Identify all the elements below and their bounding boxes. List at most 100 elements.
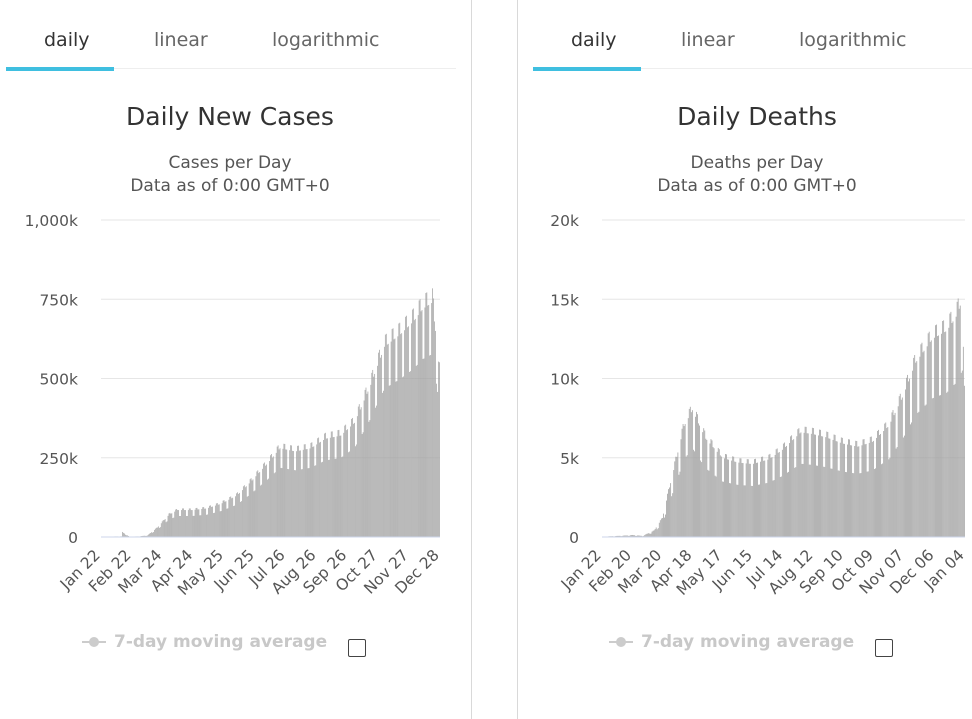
data-bar[interactable] bbox=[704, 430, 706, 537]
data-bar[interactable] bbox=[948, 327, 950, 537]
data-bar[interactable] bbox=[789, 443, 790, 537]
data-bar[interactable] bbox=[364, 389, 366, 537]
data-bar[interactable] bbox=[233, 506, 235, 537]
data-bar[interactable] bbox=[738, 462, 740, 537]
data-bar[interactable] bbox=[225, 501, 227, 537]
data-bar[interactable] bbox=[223, 500, 225, 537]
data-bar[interactable] bbox=[287, 469, 289, 537]
data-bar[interactable] bbox=[757, 462, 758, 537]
data-bar[interactable] bbox=[731, 460, 733, 537]
data-bar[interactable] bbox=[761, 456, 763, 537]
data-bar[interactable] bbox=[340, 435, 342, 537]
data-bar[interactable] bbox=[942, 320, 944, 537]
data-bar[interactable] bbox=[374, 373, 376, 537]
data-bar[interactable] bbox=[696, 411, 697, 537]
data-bar[interactable] bbox=[618, 535, 620, 537]
data-bar[interactable] bbox=[262, 468, 264, 537]
data-bar[interactable] bbox=[725, 454, 726, 537]
data-bar[interactable] bbox=[338, 429, 340, 537]
data-bar[interactable] bbox=[740, 458, 742, 537]
data-bar[interactable] bbox=[294, 470, 295, 537]
tab-linear[interactable]: linear bbox=[154, 29, 208, 51]
data-bar[interactable] bbox=[409, 371, 410, 537]
data-bar[interactable] bbox=[735, 461, 737, 537]
data-bar[interactable] bbox=[232, 497, 234, 537]
data-bar[interactable] bbox=[837, 470, 839, 537]
data-bar[interactable] bbox=[700, 460, 702, 537]
data-bar[interactable] bbox=[360, 407, 362, 537]
data-bar[interactable] bbox=[716, 451, 718, 537]
data-bar[interactable] bbox=[251, 480, 253, 537]
data-bar[interactable] bbox=[288, 469, 290, 537]
data-bar[interactable] bbox=[299, 450, 301, 537]
data-bar[interactable] bbox=[699, 425, 700, 537]
data-bar[interactable] bbox=[156, 527, 157, 537]
data-bar[interactable] bbox=[254, 490, 256, 537]
data-bar[interactable] bbox=[392, 328, 394, 537]
data-bar[interactable] bbox=[828, 438, 830, 537]
data-bar[interactable] bbox=[358, 404, 360, 537]
data-bar[interactable] bbox=[804, 426, 806, 537]
data-bar[interactable] bbox=[677, 452, 679, 537]
data-bar[interactable] bbox=[191, 510, 193, 537]
data-bar[interactable] bbox=[697, 414, 698, 537]
data-bar[interactable] bbox=[210, 505, 211, 537]
data-bar[interactable] bbox=[683, 426, 685, 537]
data-bar[interactable] bbox=[656, 529, 658, 537]
data-bar[interactable] bbox=[222, 500, 224, 537]
data-bar[interactable] bbox=[750, 485, 752, 537]
data-bar[interactable] bbox=[197, 509, 199, 537]
data-bar[interactable] bbox=[766, 483, 768, 537]
data-bar[interactable] bbox=[291, 445, 292, 537]
data-bar[interactable] bbox=[169, 512, 171, 537]
data-bar[interactable] bbox=[333, 436, 335, 537]
data-bar[interactable] bbox=[844, 443, 845, 537]
data-bar[interactable] bbox=[882, 463, 884, 538]
data-bar[interactable] bbox=[807, 433, 809, 537]
data-bar[interactable] bbox=[301, 469, 303, 537]
data-bar[interactable] bbox=[379, 349, 380, 537]
data-bar[interactable] bbox=[151, 532, 152, 537]
data-bar[interactable] bbox=[419, 299, 421, 537]
data-bar[interactable] bbox=[723, 481, 724, 537]
data-bar[interactable] bbox=[908, 381, 909, 537]
data-bar[interactable] bbox=[893, 415, 895, 537]
data-bar[interactable] bbox=[352, 417, 353, 537]
data-bar[interactable] bbox=[835, 441, 837, 537]
data-bar[interactable] bbox=[778, 452, 780, 537]
data-bar[interactable] bbox=[229, 496, 231, 537]
data-bar[interactable] bbox=[617, 535, 619, 537]
data-bar[interactable] bbox=[924, 405, 926, 537]
data-bar[interactable] bbox=[368, 421, 370, 537]
data-bar[interactable] bbox=[339, 435, 341, 537]
data-bar[interactable] bbox=[282, 448, 284, 537]
data-bar[interactable] bbox=[915, 362, 917, 537]
data-bar[interactable] bbox=[795, 467, 797, 537]
data-bar[interactable] bbox=[406, 315, 407, 537]
data-bar[interactable] bbox=[185, 515, 187, 537]
data-bar[interactable] bbox=[961, 370, 963, 537]
data-bar[interactable] bbox=[286, 449, 288, 537]
data-bar[interactable] bbox=[732, 456, 734, 537]
data-bar[interactable] bbox=[773, 480, 775, 537]
data-bar[interactable] bbox=[786, 445, 787, 537]
data-bar[interactable] bbox=[194, 509, 196, 537]
data-bar[interactable] bbox=[376, 405, 377, 537]
data-bar[interactable] bbox=[436, 383, 437, 537]
data-bar[interactable] bbox=[749, 463, 751, 537]
data-bar[interactable] bbox=[347, 429, 348, 537]
data-bar[interactable] bbox=[420, 311, 422, 537]
data-bar[interactable] bbox=[960, 372, 962, 537]
data-bar[interactable] bbox=[231, 498, 233, 537]
data-bar[interactable] bbox=[383, 346, 385, 537]
data-bar[interactable] bbox=[770, 457, 772, 537]
data-bar[interactable] bbox=[671, 496, 673, 537]
data-bar[interactable] bbox=[354, 422, 355, 537]
data-bar[interactable] bbox=[345, 424, 347, 537]
data-bar[interactable] bbox=[315, 465, 317, 537]
data-bar[interactable] bbox=[918, 411, 920, 537]
data-bar[interactable] bbox=[177, 510, 179, 537]
data-bar[interactable] bbox=[811, 427, 813, 537]
data-bar[interactable] bbox=[852, 473, 854, 537]
data-bar[interactable] bbox=[836, 441, 838, 538]
